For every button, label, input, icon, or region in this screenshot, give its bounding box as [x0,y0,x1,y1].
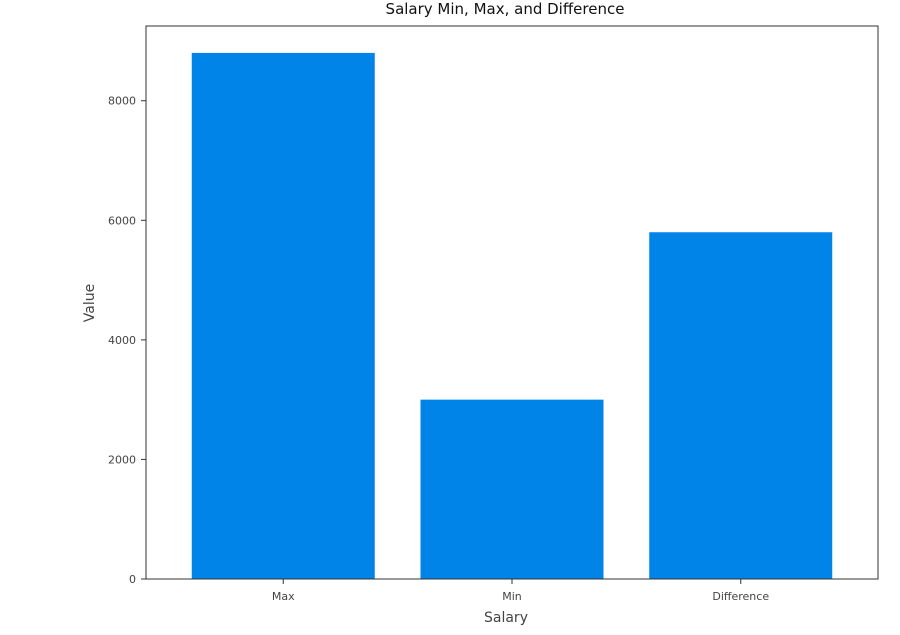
x-axis-label: Salary [484,610,528,626]
y-tick-label: 6000 [108,214,136,227]
y-axis-ticks: 0 2000 4000 6000 8000 [108,95,146,586]
x-axis-ticks: Max Min Difference [272,579,769,603]
x-tick-label: Difference [712,590,769,603]
bar-max [191,52,375,579]
bar-difference [649,232,833,579]
x-tick-label: Max [272,590,295,603]
bars-group [191,52,833,579]
y-tick-label: 4000 [108,334,136,347]
y-tick-label: 0 [129,573,136,586]
chart-title: Salary Min, Max, and Difference [386,0,625,18]
y-tick-label: 8000 [108,95,136,108]
y-tick-label: 2000 [108,453,136,466]
y-axis-label: Value [82,284,98,322]
x-tick-label: Min [502,590,522,603]
bar-min [420,399,604,579]
